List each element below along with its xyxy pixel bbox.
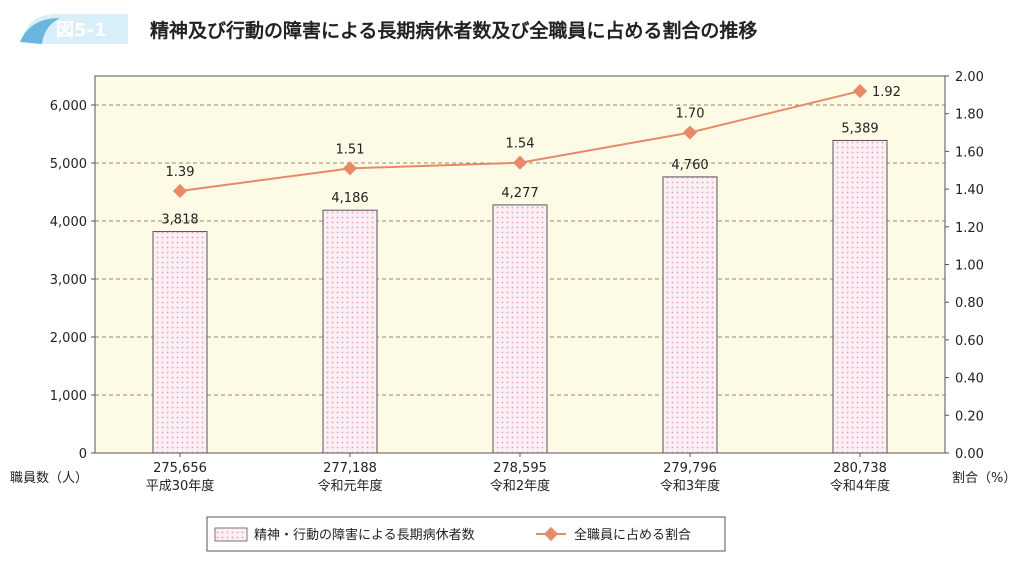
right-tick-label: 0.80	[955, 296, 984, 311]
right-tick-label: 2.00	[955, 70, 984, 85]
right-tick-label: 1.00	[955, 259, 984, 274]
left-tick-label: 0	[79, 447, 87, 462]
legend-bar-label: 精神・行動の障害による長期病休者数	[254, 527, 475, 543]
right-tick-label: 0.40	[955, 372, 984, 387]
left-tick-label: 5,000	[50, 157, 87, 172]
left-tick-label: 1,000	[50, 389, 87, 404]
figure-badge-swoosh	[20, 18, 60, 44]
bar	[492, 204, 548, 454]
line-data-labels: 1.39 1.51 1.54 1.70 1.92	[166, 85, 901, 180]
legend: 精神・行動の障害による長期病休者数 全職員に占める割合	[206, 516, 726, 552]
line-point	[852, 84, 868, 99]
right-axis-label: 割合（%）	[952, 470, 1016, 486]
right-tick-label: 0.60	[955, 334, 984, 349]
line-value-label: 1.39	[166, 165, 195, 180]
bar	[152, 231, 208, 454]
category-labels: 275,656 平成30年度 277,188 令和元年度 278,595 令和2年度 279…	[146, 453, 890, 494]
right-tick-label: 1.80	[955, 108, 984, 123]
left-tick-label: 4,000	[50, 215, 87, 230]
legend-line-marker	[543, 526, 559, 542]
right-tick-label: 1.60	[955, 145, 984, 160]
line-point	[342, 161, 358, 176]
right-tick-label: 0.00	[955, 447, 984, 462]
bar-value-label: 5,389	[841, 121, 878, 136]
line-point	[172, 183, 188, 199]
line-value-label: 1.92	[872, 85, 901, 100]
bar	[662, 176, 718, 454]
left-axis-ticks: 0 1,000 2,000 3,000 4,000 5,000 6,000	[50, 99, 95, 462]
line-point	[682, 125, 698, 140]
category-label: 令和3年度	[660, 478, 720, 494]
category-label: 平成30年度	[146, 478, 215, 494]
figure-header: 図5-1 精神及び行動の障害による長期病休者数及び全職員に占める割合の推移	[20, 14, 757, 44]
legend-line-label: 全職員に占める割合	[574, 527, 691, 543]
legend-box	[206, 516, 726, 552]
figure-title: 精神及び行動の障害による長期病休者数及び全職員に占める割合の推移	[150, 19, 757, 42]
category-staff-count: 278,595	[493, 461, 547, 476]
bar-value-label: 4,760	[671, 158, 708, 173]
category-label: 令和2年度	[490, 478, 550, 494]
bar-series	[152, 139, 888, 454]
right-tick-label: 1.20	[955, 221, 984, 236]
bar	[322, 209, 378, 454]
line-point	[512, 155, 528, 170]
category-staff-count: 277,188	[323, 461, 377, 476]
line-value-label: 1.51	[336, 142, 365, 157]
legend-bar-swatch	[214, 527, 248, 542]
left-tick-label: 6,000	[50, 99, 87, 114]
category-label: 令和4年度	[830, 478, 890, 494]
bar	[832, 139, 888, 454]
category-staff-count: 275,656	[153, 461, 207, 476]
line-series-points	[172, 84, 868, 199]
category-staff-count: 280,738	[833, 461, 887, 476]
bar-data-labels: 3,818 4,186 4,277 4,760 5,389	[161, 121, 878, 227]
bar-value-label: 4,186	[331, 191, 368, 206]
right-tick-label: 1.40	[955, 183, 984, 198]
left-tick-label: 3,000	[50, 273, 87, 288]
left-tick-label: 2,000	[50, 331, 87, 346]
figure-label: 図5-1	[56, 20, 107, 41]
bar-value-label: 3,818	[161, 213, 198, 228]
category-staff-count: 279,796	[663, 461, 717, 476]
category-label: 令和元年度	[317, 478, 382, 494]
left-axis-label: 職員数（人）	[10, 471, 88, 486]
right-tick-label: 0.20	[955, 409, 984, 424]
line-value-label: 1.70	[676, 107, 705, 122]
line-value-label: 1.54	[506, 137, 535, 152]
bar-value-label: 4,277	[501, 186, 538, 201]
right-axis-ticks: 0.00 0.20 0.40 0.60 0.80 1.00 1.20 1.40 1.60 1.80…	[945, 70, 984, 462]
